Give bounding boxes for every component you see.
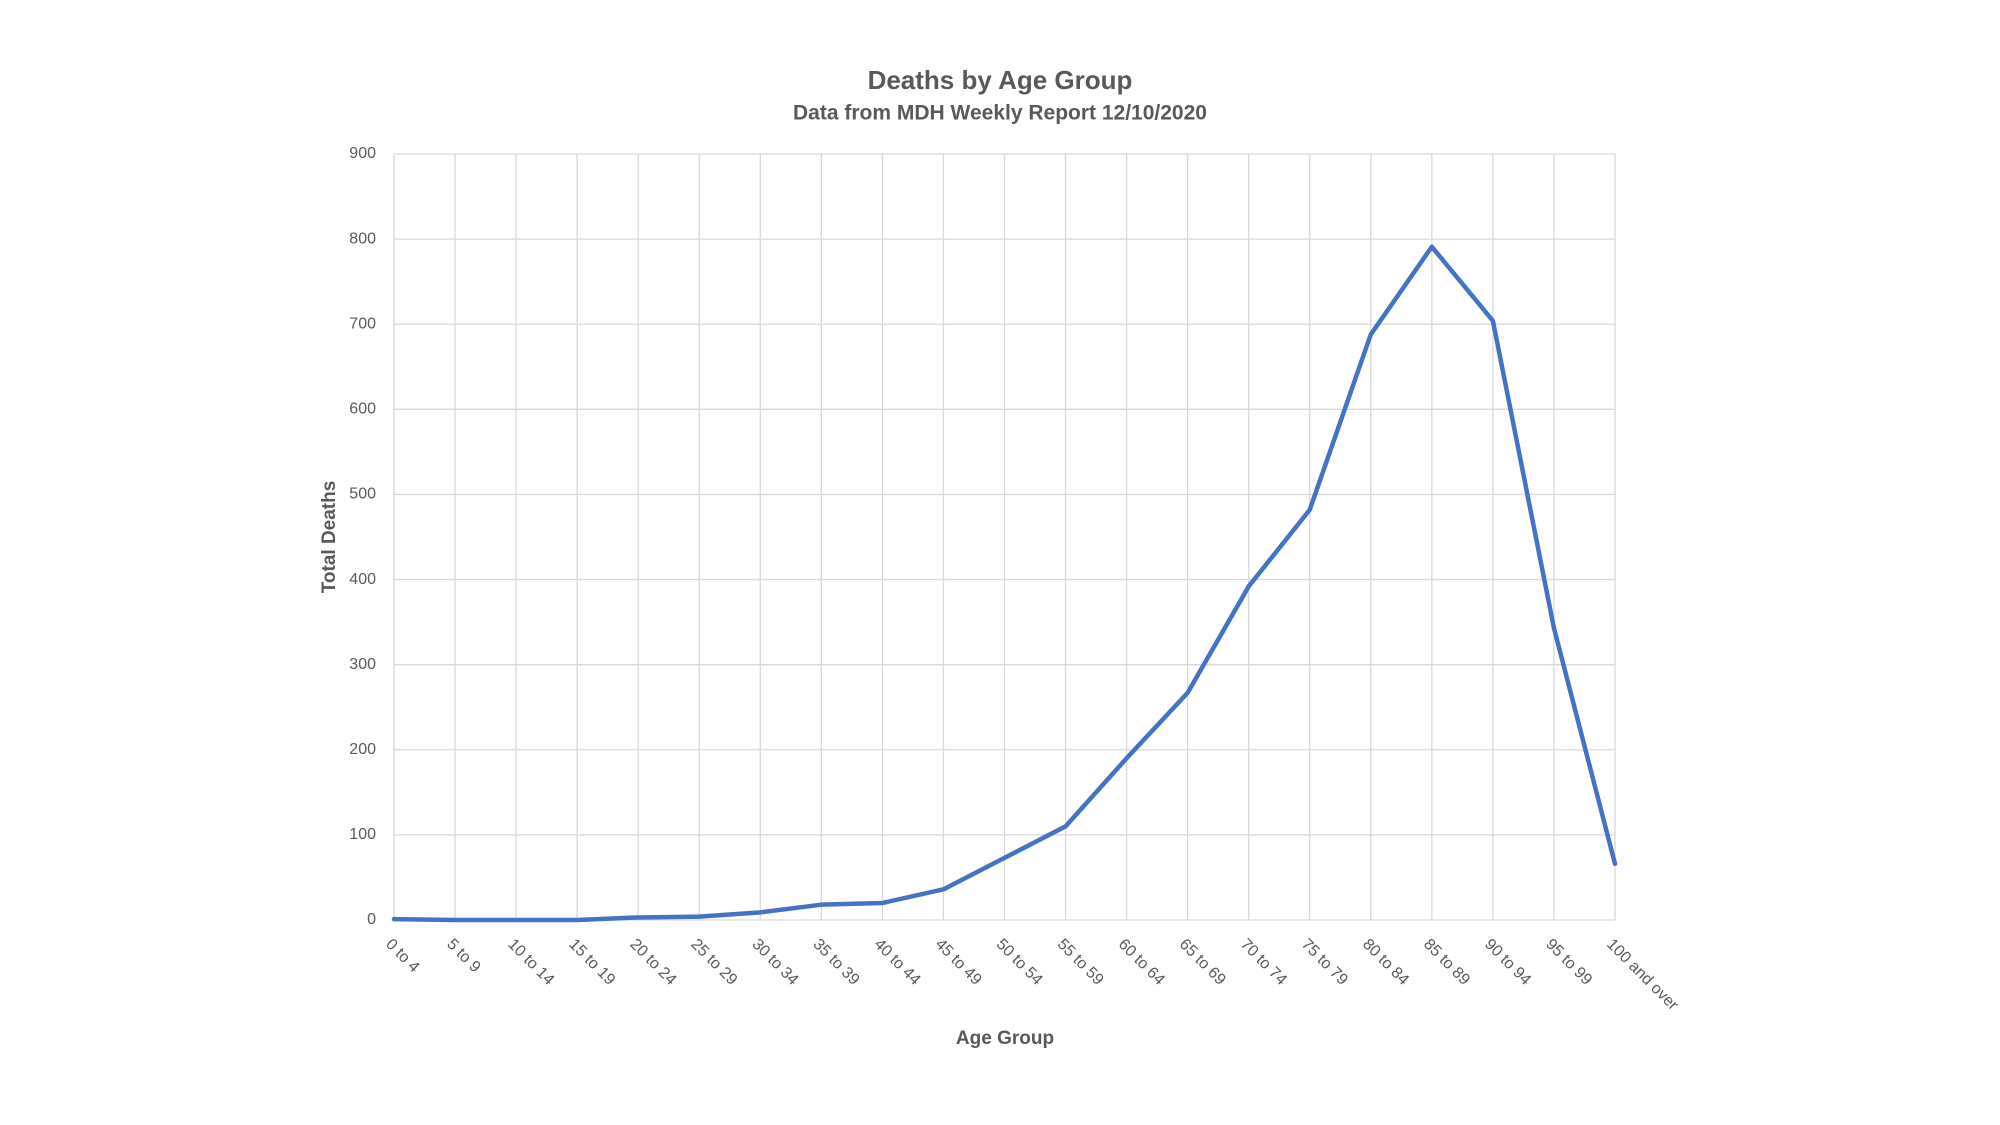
chart-subtitle: Data from MDH Weekly Report 12/10/2020 [793,102,1207,125]
x-tick-label: 15 to 19 [565,936,618,989]
chart-title: Deaths by Age Group [868,65,1133,95]
data-line [391,244,1618,923]
x-tick-label: 45 to 49 [932,936,985,989]
x-tick-label: 55 to 59 [1054,936,1107,989]
x-tick-label: 40 to 44 [871,936,924,989]
x-tick-label: 100 and over [1603,936,1682,1015]
x-tick-label: 25 to 29 [687,936,740,989]
x-tick-label: 70 to 74 [1237,936,1290,989]
x-tick-label: 85 to 89 [1420,936,1473,989]
x-tick-label: 30 to 34 [748,936,801,989]
x-axis-title: Age Group [956,1028,1054,1049]
y-tick-label: 0 [367,911,376,928]
y-tick-label: 500 [349,486,376,503]
x-tick-label: 75 to 79 [1298,936,1351,989]
x-tick-label: 80 to 84 [1359,936,1412,989]
x-tick-label: 60 to 64 [1115,936,1168,989]
x-tick-label: 35 to 39 [810,936,863,989]
x-tick-label: 20 to 24 [626,936,679,989]
y-tick-label: 300 [349,656,376,673]
x-tick-label: 50 to 54 [993,936,1046,989]
y-axis-title: Total Deaths [319,481,340,594]
y-tick-label: 700 [349,315,376,332]
y-tick-label: 100 [349,826,376,843]
y-tick-label: 400 [349,571,376,588]
x-tick-label: 0 to 4 [382,936,422,976]
x-tick-label: 95 to 99 [1542,936,1595,989]
y-tick-label: 600 [349,401,376,418]
y-tick-label: 200 [349,741,376,758]
x-tick-label: 90 to 94 [1481,936,1534,989]
y-tick-label: 900 [349,145,376,162]
x-tick-label: 65 to 69 [1176,936,1229,989]
x-tick-label: 10 to 14 [504,936,557,989]
y-tick-label: 800 [349,230,376,247]
x-tick-label: 5 to 9 [443,936,483,976]
